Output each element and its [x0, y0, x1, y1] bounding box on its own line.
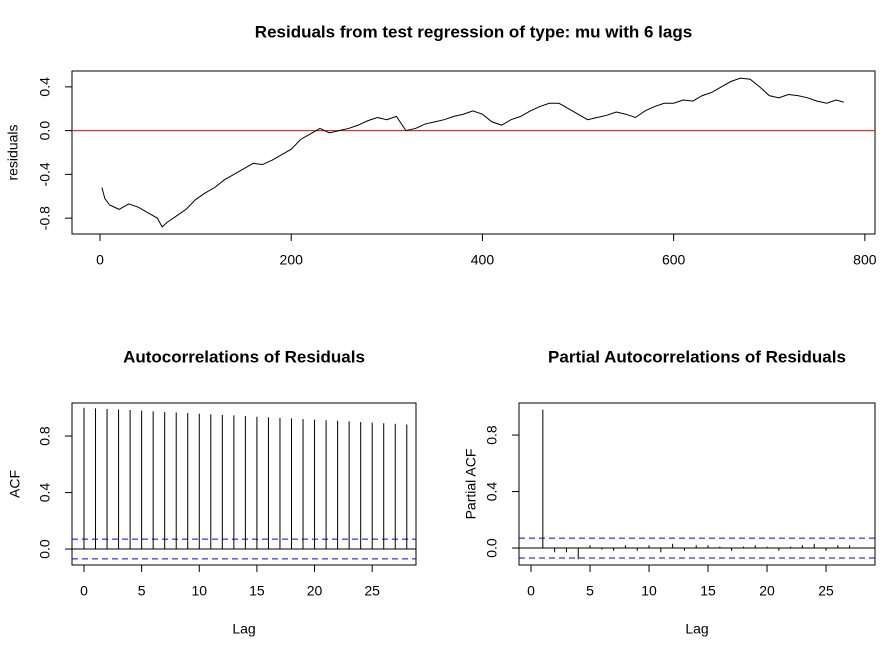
x-axis-label: Lag [685, 621, 708, 637]
chart-title: Residuals from test regression of type: … [255, 22, 692, 41]
x-tick-label: 0 [527, 583, 535, 599]
x-tick-label: 400 [471, 252, 495, 268]
x-tick-label: 15 [700, 583, 716, 599]
y-tick-label: -0.4 [37, 162, 53, 186]
x-tick-label: 25 [818, 583, 834, 599]
y-axis-label: ACF [7, 470, 23, 498]
x-tick-label: 15 [249, 583, 265, 599]
y-tick-label: 0.4 [37, 77, 53, 97]
x-tick-label: 5 [586, 583, 594, 599]
x-tick-label: 10 [191, 583, 207, 599]
x-tick-label: 800 [853, 252, 877, 268]
plot-box [71, 70, 876, 235]
x-tick-label: 600 [662, 252, 686, 268]
y-tick-label: 0.8 [484, 425, 500, 445]
x-tick-label: 5 [138, 583, 146, 599]
x-axis-label: Lag [232, 621, 255, 637]
x-tick-label: 25 [364, 583, 380, 599]
y-tick-label: 0.4 [37, 483, 53, 503]
y-tick-label: 0.0 [37, 539, 53, 559]
y-tick-label: 0.0 [37, 121, 53, 141]
residual-line [101, 77, 844, 228]
x-tick-label: 20 [759, 583, 775, 599]
chart-title: Partial Autocorrelations of Residuals [548, 347, 846, 366]
x-tick-label: 10 [641, 583, 657, 599]
y-tick-label: -0.8 [37, 206, 53, 230]
x-tick-label: 200 [280, 252, 304, 268]
y-tick-label: 0.8 [37, 426, 53, 446]
y-tick-label: 0.0 [484, 538, 500, 558]
x-tick-label: 20 [307, 583, 323, 599]
y-axis-label: Partial ACF [463, 449, 479, 520]
plot-box [518, 402, 876, 566]
x-tick-label: 0 [80, 583, 88, 599]
x-tick-label: 0 [96, 252, 104, 268]
plot-box [71, 402, 417, 566]
chart-title: Autocorrelations of Residuals [123, 347, 365, 366]
y-axis-label: residuals [5, 124, 21, 180]
y-tick-label: 0.4 [484, 482, 500, 502]
